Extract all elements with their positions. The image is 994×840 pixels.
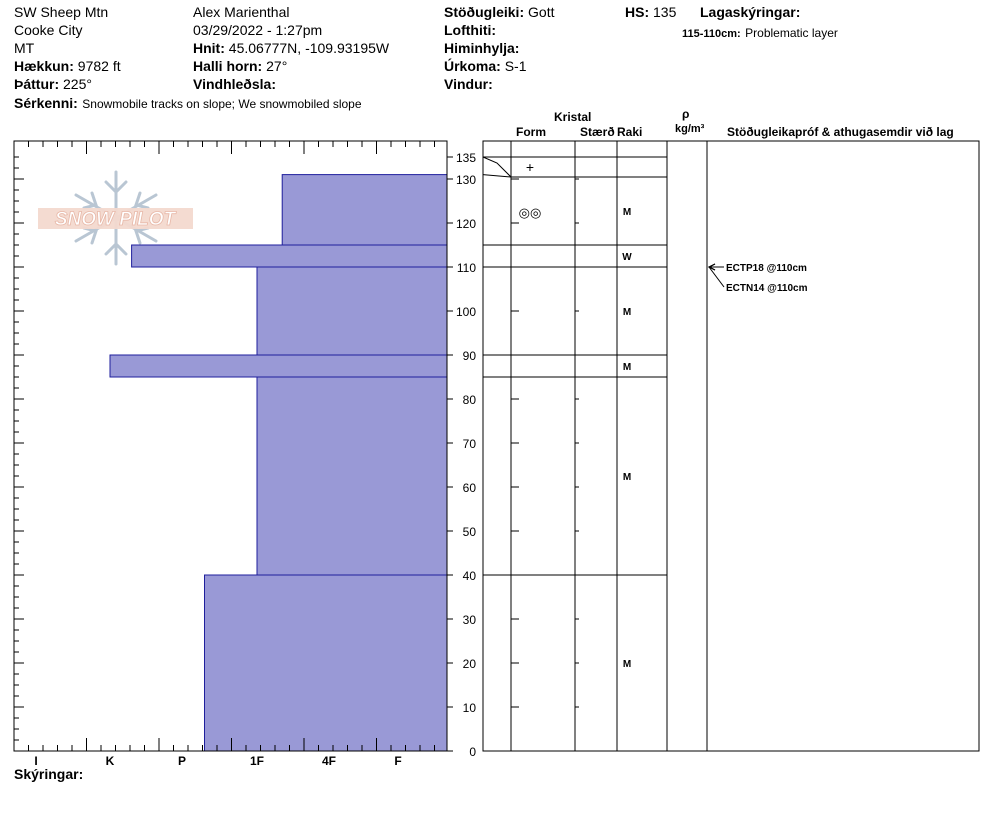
y-tick-label: 90 bbox=[463, 349, 477, 363]
coords-value: 45.06777N, -109.93195W bbox=[228, 40, 390, 56]
hs-value: 135 bbox=[653, 4, 677, 20]
aspect-row: Þáttur: 225° bbox=[14, 76, 92, 92]
hardness-bar bbox=[109, 354, 448, 378]
test-leader bbox=[708, 266, 725, 288]
col-rho: ρ bbox=[682, 107, 690, 121]
air-temp-row: Lofthiti: bbox=[444, 22, 496, 38]
stability-value: Gott bbox=[528, 4, 555, 20]
col-density-unit: kg/m³ bbox=[675, 123, 705, 135]
moisture-label: W bbox=[622, 252, 632, 263]
precip-label: Úrkoma: bbox=[444, 58, 501, 74]
aspect-value: 225° bbox=[63, 76, 92, 92]
aspect-label: Þáttur: bbox=[14, 76, 60, 92]
hardness-label: 1F bbox=[250, 754, 264, 768]
coords-row: Hnit: 45.06777N, -109.93195W bbox=[193, 40, 389, 56]
hardness-label: K bbox=[106, 754, 115, 768]
snowpilot-logo: SNOW PILOT bbox=[38, 170, 193, 266]
coords-label: Hnit: bbox=[193, 40, 225, 56]
state: MT bbox=[14, 40, 35, 56]
stability-test-label: ECTN14 @110cm bbox=[726, 283, 808, 294]
precip-value: S-1 bbox=[504, 58, 527, 74]
logo-text: SNOW PILOT bbox=[55, 209, 177, 230]
hardness-label: 4F bbox=[322, 754, 336, 768]
stability-label: Stöðugleiki: bbox=[444, 4, 525, 20]
datetime: 03/29/2022 - 1:27pm bbox=[193, 22, 323, 38]
layer-table bbox=[482, 140, 980, 752]
precip-row: Úrkoma: S-1 bbox=[444, 58, 526, 74]
stability-row: Stöðugleiki: Gott bbox=[444, 4, 554, 20]
hardness-bar bbox=[131, 244, 448, 268]
layer-notes-label: Lagaskýringar: bbox=[700, 4, 800, 20]
special-row: Sérkenni: Snowmobile tracks on slope; We… bbox=[14, 95, 362, 113]
sky-row: Himinhylja: bbox=[444, 40, 519, 56]
y-tick-label: 30 bbox=[463, 613, 477, 627]
moisture-label: M bbox=[623, 207, 631, 218]
layer-notes-title: Lagaskýringar: bbox=[700, 4, 801, 20]
hardness-bar bbox=[204, 574, 448, 752]
y-tick-label: 0 bbox=[469, 745, 476, 759]
grain-symbol: + bbox=[526, 159, 534, 175]
y-tick-label: 120 bbox=[456, 217, 476, 231]
y-tick-label: 130 bbox=[456, 173, 476, 187]
hardness-bar bbox=[256, 266, 448, 356]
col-crystal: Kristal bbox=[554, 110, 592, 124]
location: SW Sheep Mtn bbox=[14, 4, 109, 20]
special-label: Sérkenni: bbox=[14, 95, 78, 111]
moisture-label: M bbox=[623, 472, 631, 483]
layer-note-range: 115-110cm: bbox=[682, 28, 741, 40]
y-tick-label: 110 bbox=[457, 261, 476, 275]
slope-value: 27° bbox=[266, 58, 288, 74]
wind-row: Vindur: bbox=[444, 76, 493, 92]
y-tick-label: 80 bbox=[463, 393, 477, 407]
slope-label: Halli horn: bbox=[193, 58, 263, 74]
y-tick-label: 100 bbox=[456, 305, 476, 319]
arrow-icon bbox=[707, 263, 716, 271]
moisture-label: M bbox=[623, 307, 631, 318]
logo-banner bbox=[38, 208, 193, 229]
wind-loading-row: Vindhleðsla: bbox=[193, 76, 276, 92]
hs-label: HS: bbox=[625, 4, 650, 20]
layer-note: 115-110cm: Problematic layer bbox=[682, 24, 838, 42]
legend-row: Skýringar: bbox=[14, 766, 83, 782]
hs-row: HS: 135 bbox=[625, 4, 676, 20]
boundary-connector bbox=[482, 174, 512, 178]
col-moisture: Raki bbox=[617, 125, 643, 139]
y-tick-label: 70 bbox=[463, 437, 477, 451]
elevation-value: 9782 ft bbox=[77, 58, 121, 74]
moisture-label: M bbox=[623, 659, 631, 670]
observer: Alex Marienthal bbox=[193, 4, 290, 20]
moisture-label: M bbox=[623, 362, 631, 373]
legend-label: Skýringar: bbox=[14, 766, 84, 782]
special-text: Snowmobile tracks on slope; We snowmobil… bbox=[82, 97, 362, 111]
slope-row: Halli horn: 27° bbox=[193, 58, 287, 74]
col-tests: Stöðugleikapróf & athugasemdir við lag bbox=[727, 125, 954, 139]
elevation-row: Hækkun: 9782 ft bbox=[14, 58, 121, 74]
grain-symbol: ◎◎ bbox=[519, 205, 542, 220]
y-tick-label: 40 bbox=[463, 569, 477, 583]
boundary-connector bbox=[482, 156, 512, 178]
elevation-label: Hækkun: bbox=[14, 58, 74, 74]
hardness-bar bbox=[256, 376, 448, 576]
y-tick-label: 10 bbox=[463, 701, 477, 715]
y-tick-label: 135 bbox=[456, 151, 476, 165]
y-tick-label: 20 bbox=[463, 657, 477, 671]
wind-loading-label: Vindhleðsla: bbox=[193, 76, 276, 92]
col-size: Stærð bbox=[580, 125, 615, 139]
hardness-label: I bbox=[34, 754, 37, 768]
plot-frame bbox=[13, 140, 448, 752]
layer-note-text: Problematic layer bbox=[745, 26, 838, 40]
hardness-bar bbox=[281, 174, 448, 246]
y-tick-label: 60 bbox=[463, 481, 477, 495]
sky-label: Himinhylja: bbox=[444, 40, 520, 56]
wind-label: Vindur: bbox=[444, 76, 493, 92]
air-temp-label: Lofthiti: bbox=[444, 22, 497, 38]
y-tick-label: 50 bbox=[463, 525, 477, 539]
col-form: Form bbox=[516, 125, 546, 139]
stability-test-label: ECTP18 @110cm bbox=[726, 263, 807, 274]
hardness-label: F bbox=[394, 754, 401, 768]
hardness-label: P bbox=[178, 754, 186, 768]
town: Cooke City bbox=[14, 22, 83, 38]
